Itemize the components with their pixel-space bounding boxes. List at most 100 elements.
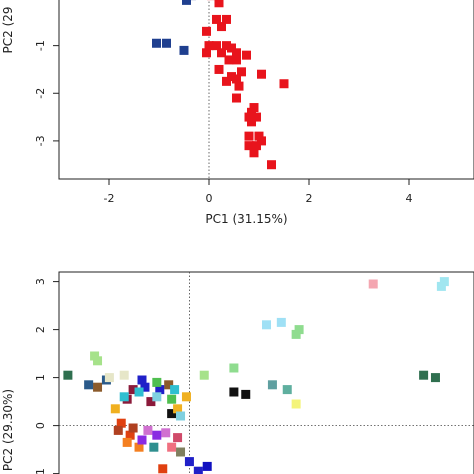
data-point: [244, 141, 254, 151]
data-point: [167, 394, 177, 404]
data-point: [439, 277, 449, 287]
data-point: [140, 382, 150, 392]
data-point: [224, 55, 234, 65]
data-point: [436, 281, 446, 291]
data-point: [222, 41, 231, 51]
data-point: [162, 38, 171, 48]
data-point: [137, 435, 147, 445]
data-point: [242, 50, 251, 60]
data-point: [291, 399, 301, 409]
plot-frame: [58, 0, 474, 180]
data-point: [184, 457, 194, 467]
data-point: [149, 442, 159, 452]
data-point: [143, 425, 153, 435]
data-point: [217, 22, 226, 32]
data-point: [252, 141, 261, 151]
y-tick-label: 3: [34, 278, 47, 285]
data-point: [167, 442, 177, 452]
x-axis-title: PC1 (31.15%): [205, 212, 287, 226]
data-point: [170, 385, 180, 395]
plot-frame: [58, 271, 474, 474]
data-point: [217, 48, 226, 58]
pca-panel-top: -2 0 2 4 -1 -2 -3 PC1 (31.15%) PC2 (29: [1, 0, 474, 226]
data-point: [368, 279, 378, 289]
data-point: [181, 392, 191, 402]
data-point: [125, 430, 135, 440]
data-point: [113, 425, 123, 435]
data-point: [110, 404, 120, 414]
x-tick-label: 4: [406, 192, 413, 205]
x-tick-label: 2: [306, 192, 313, 205]
data-point: [93, 356, 103, 366]
y-tick-label: -1: [34, 468, 47, 474]
data-point: [267, 160, 276, 170]
data-point: [214, 64, 224, 74]
data-point: [204, 41, 214, 51]
data-point: [137, 375, 147, 385]
data-point: [249, 103, 259, 113]
data-point: [247, 107, 256, 117]
data-point: [249, 148, 259, 158]
data-point: [276, 317, 286, 327]
pca-panel-bottom: 3 2 1 0 -1 PC2 (29.30%): [1, 271, 474, 474]
y-tick-label: -3: [34, 135, 47, 146]
data-point: [419, 370, 429, 380]
data-point: [212, 14, 221, 24]
data-point: [222, 14, 231, 24]
data-point: [182, 0, 191, 5]
data-point: [279, 79, 289, 89]
data-point: [161, 428, 171, 438]
data-point: [167, 409, 177, 419]
data-point: [229, 387, 239, 397]
data-point: [164, 380, 174, 390]
data-point: [119, 392, 129, 402]
data-point: [119, 370, 129, 380]
data-point: [291, 329, 301, 339]
data-point: [173, 404, 183, 414]
data-point: [199, 370, 209, 380]
y-tick-label: -2: [34, 88, 47, 99]
data-point: [193, 466, 203, 474]
data-point: [282, 385, 292, 395]
data-point: [116, 418, 126, 428]
y-tick-label: 2: [34, 326, 47, 333]
y-axis-title: PC2 (29: [1, 6, 15, 53]
data-point: [202, 26, 211, 36]
data-point: [202, 48, 211, 58]
data-point: [152, 430, 162, 440]
data-point: [212, 41, 221, 51]
data-point: [241, 389, 251, 399]
data-point: [152, 392, 162, 402]
y-tick-label: -1: [34, 40, 47, 51]
x-tick-label: 0: [206, 192, 213, 205]
data-point: [237, 67, 246, 77]
data-point: [202, 461, 212, 471]
y-tick-label: 0: [34, 422, 47, 429]
data-point: [128, 385, 138, 395]
data-point: [134, 387, 144, 397]
data-point: [122, 437, 132, 447]
data-point: [232, 48, 241, 58]
data-point: [155, 385, 165, 395]
y-axis-title: PC2 (29.30%): [1, 389, 15, 471]
data-point: [158, 464, 168, 474]
data-point: [430, 373, 440, 383]
data-point: [232, 93, 241, 103]
data-point: [267, 380, 277, 390]
data-point: [234, 81, 244, 91]
data-point: [128, 423, 138, 433]
data-point: [152, 38, 161, 48]
data-point: [84, 380, 94, 390]
data-point: [152, 377, 162, 387]
data-point: [244, 112, 254, 122]
data-point: [93, 382, 103, 392]
data-point: [262, 320, 271, 330]
data-point: [227, 43, 236, 53]
data-point: [146, 397, 156, 407]
data-point: [90, 351, 100, 361]
data-point: [176, 411, 186, 421]
data-point: [214, 0, 224, 8]
data-point: [232, 55, 241, 65]
data-point: [176, 447, 186, 457]
